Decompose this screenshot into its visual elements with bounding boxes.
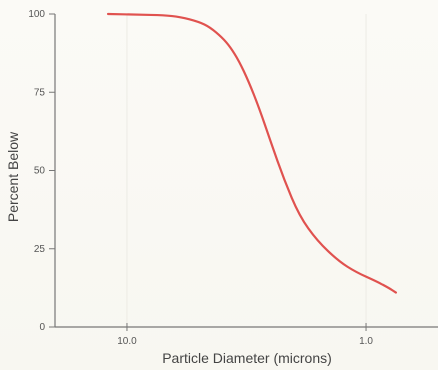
y-tick-label: 0 — [39, 322, 45, 333]
x-tick-label: 10.0 — [117, 336, 137, 347]
y-tick-label: 50 — [34, 166, 46, 177]
y-tick-label: 25 — [34, 244, 46, 255]
y-axis-title: Percent Below — [5, 131, 21, 222]
series-line — [106, 12, 398, 294]
x-tick-label: 1.0 — [359, 336, 373, 347]
y-tick-label: 75 — [34, 87, 46, 98]
y-tick-label: 100 — [28, 9, 45, 20]
x-axis-title: Particle Diameter (microns) — [162, 350, 332, 366]
